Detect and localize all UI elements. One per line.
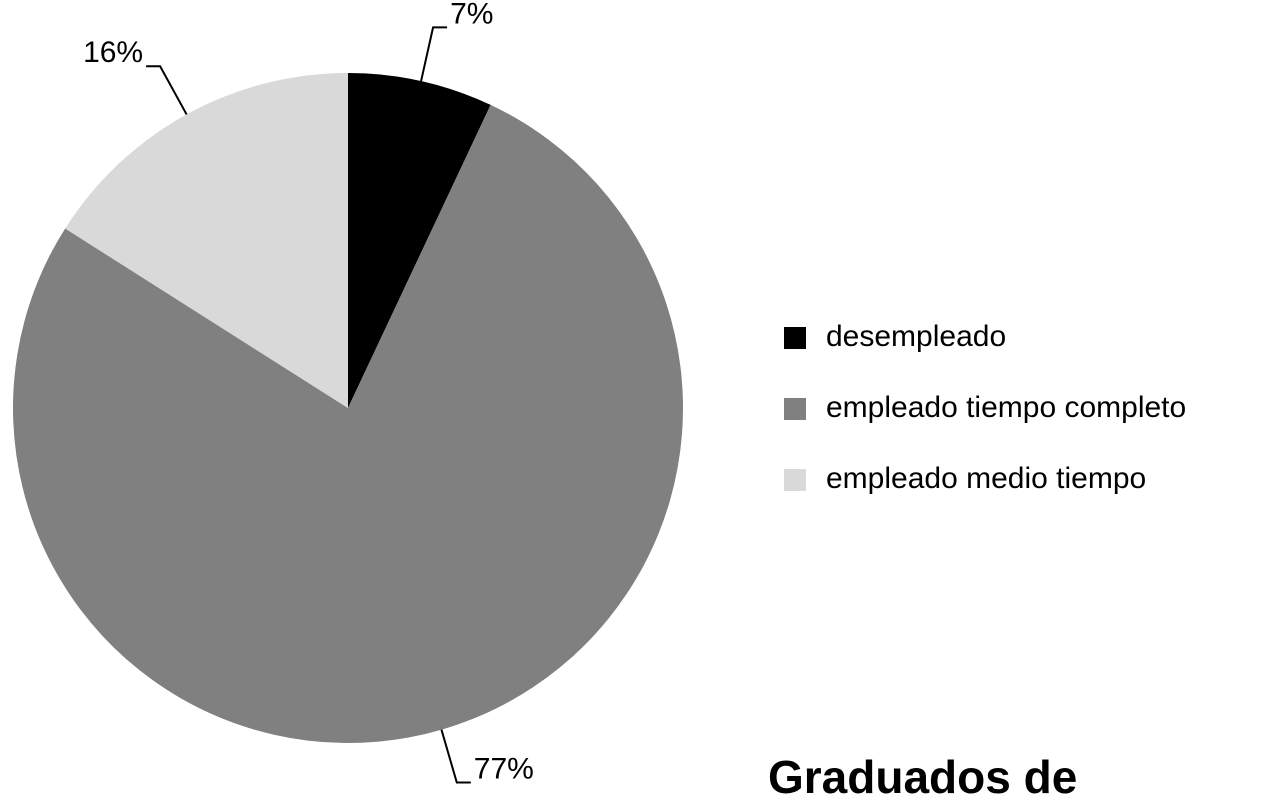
legend-label: desempleado [826,320,1006,353]
data-label: 16% [83,36,143,69]
leader-line [146,65,188,115]
data-label: 7% [450,0,493,30]
pie-slice [13,104,684,743]
legend-label: empleado tiempo completo [826,391,1186,424]
data-label: 77% [474,752,534,785]
leader-line [420,26,448,82]
chart-title: Graduados de [768,751,1077,795]
legend-swatch [784,327,806,349]
pie-slice [348,73,491,408]
legend-label: empleado medio tiempo [826,462,1146,495]
pie-slice [65,73,348,408]
legend-swatch [784,469,806,491]
legend-swatch [784,398,806,420]
leader-line [440,729,471,784]
